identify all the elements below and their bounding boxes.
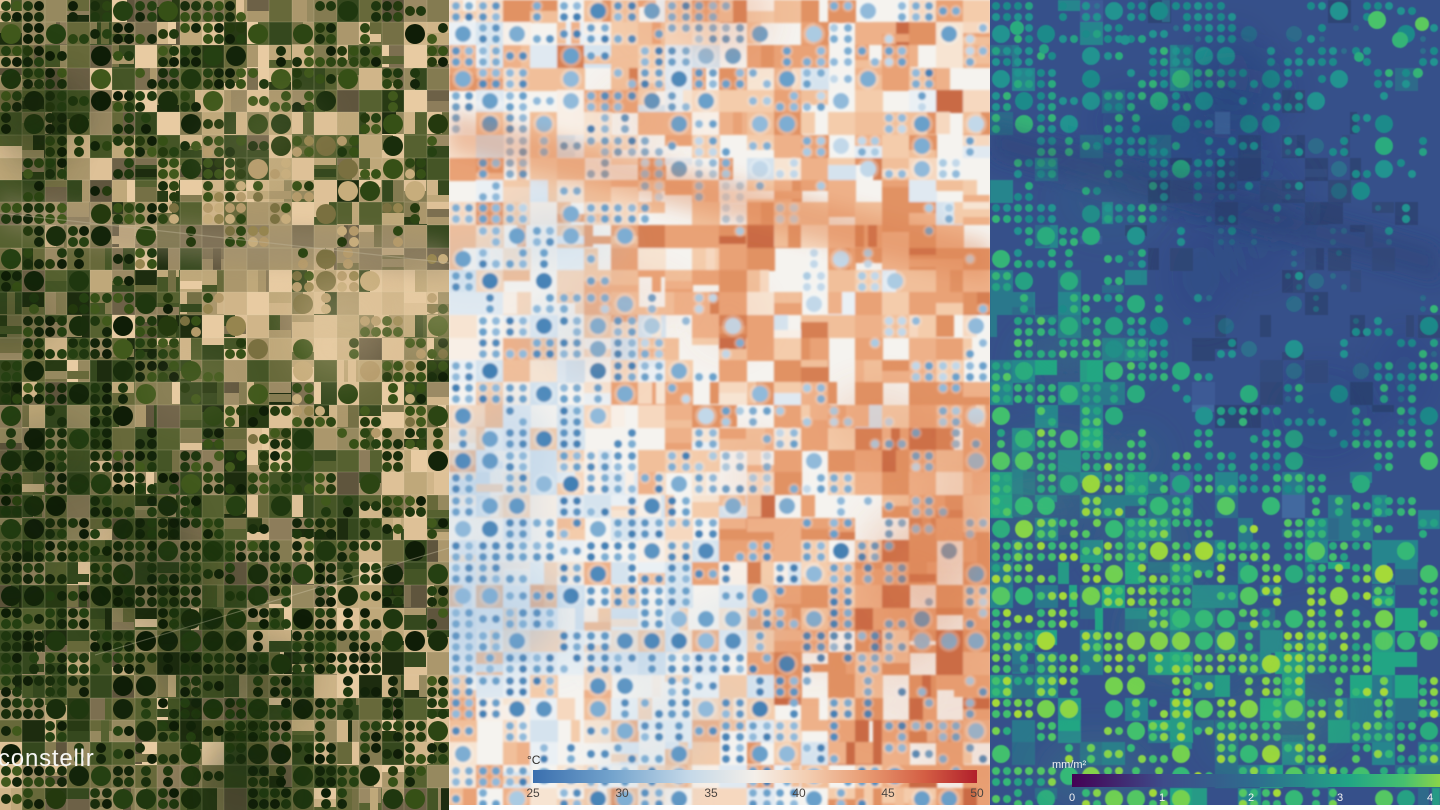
svg-text:constellr: constellr	[0, 745, 95, 772]
